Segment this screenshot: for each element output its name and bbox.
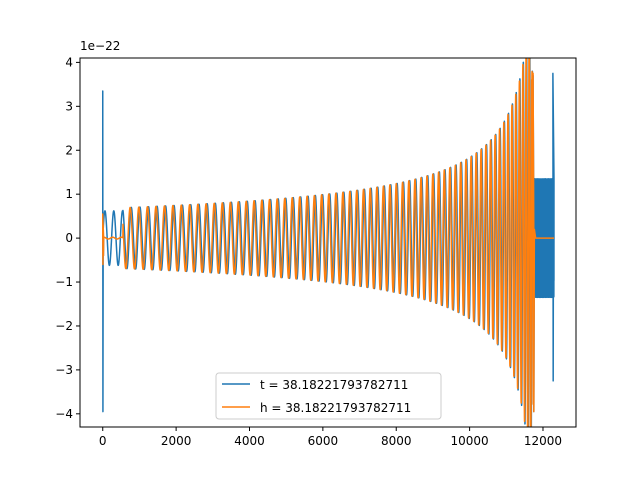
y-tick-label: −4: [55, 407, 73, 421]
x-tick-label: 6000: [308, 434, 339, 448]
legend-label-h: h = 38.18221793782711: [260, 401, 411, 415]
x-tick-label: 2000: [161, 434, 192, 448]
x-tick-label: 4000: [234, 434, 265, 448]
y-tick-label: 3: [65, 99, 73, 113]
y-tick-label: 2: [65, 143, 73, 157]
x-tick-label: 10000: [451, 434, 489, 448]
y-tick-label: −3: [55, 363, 73, 377]
axes-frame: [79, 57, 577, 428]
series-line-h: [102, 58, 554, 427]
legend: t = 38.18221793782711 h = 38.18221793782…: [215, 372, 442, 420]
x-tick-label: 12000: [524, 434, 562, 448]
x-tick-label: 8000: [381, 434, 412, 448]
y-tick-label: 0: [65, 231, 73, 245]
series-layer: [102, 58, 555, 427]
legend-box: [215, 372, 442, 420]
y-tick-label: −1: [55, 275, 73, 289]
y-tick-label: −2: [55, 319, 73, 333]
x-tick-label: 0: [99, 434, 107, 448]
y-tick-label: 1: [65, 187, 73, 201]
x-axis: 0 2000 4000 6000 8000 10000 12000: [99, 427, 562, 448]
legend-label-t: t = 38.18221793782711: [260, 378, 408, 392]
y-tick-label: 4: [65, 55, 73, 69]
y-offset-text: 1e−22: [80, 39, 120, 53]
y-axis: −4 −3 −2 −1 0 1 2 3 4: [55, 55, 80, 421]
